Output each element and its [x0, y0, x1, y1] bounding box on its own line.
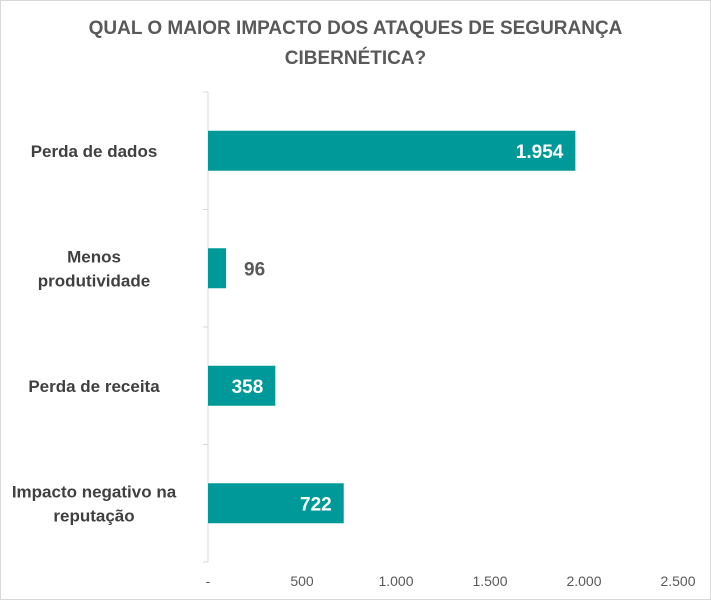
- chart-title-line-2: CIBERNÉTICA?: [284, 48, 427, 69]
- category-label: Impacto negativo na reputação: [12, 482, 177, 525]
- category-label: Menos produtividade: [38, 247, 150, 290]
- bar: [208, 483, 344, 524]
- x-tick-label: 1.000: [378, 573, 413, 589]
- bar: [208, 248, 227, 289]
- category-label: Perda de dados: [31, 142, 158, 161]
- x-tick-label: 2.000: [566, 573, 601, 589]
- data-label: 96: [244, 259, 265, 280]
- data-label: 1.954: [516, 142, 564, 163]
- data-label: 358: [232, 377, 264, 398]
- x-tick-label: -: [206, 573, 211, 589]
- x-tick-label: 1.500: [472, 573, 507, 589]
- chart-title: QUAL O MAIOR IMPACTO DOS ATAQUES DE SEGU…: [0, 14, 711, 74]
- bar: [208, 365, 276, 406]
- data-label: 722: [300, 494, 332, 515]
- x-tick-label: 2.500: [660, 573, 695, 589]
- category-label: Perda de receita: [28, 377, 160, 396]
- bar: [208, 130, 576, 171]
- chart-title-line-1: QUAL O MAIOR IMPACTO DOS ATAQUES DE SEGU…: [88, 18, 623, 39]
- x-tick-label: 500: [290, 573, 314, 589]
